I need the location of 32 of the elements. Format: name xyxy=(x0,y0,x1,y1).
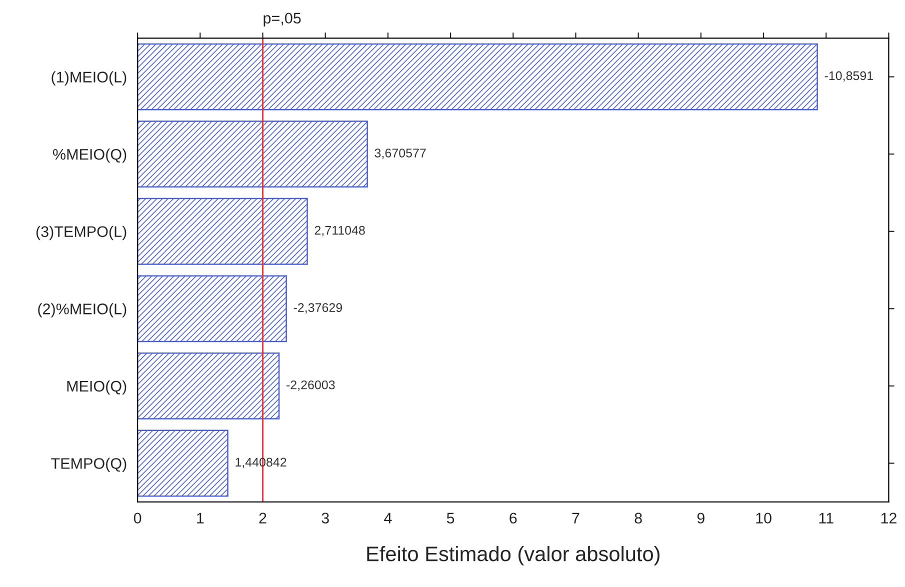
x-tick-label: 7 xyxy=(572,512,580,524)
data-label: -2,37629 xyxy=(294,303,342,314)
bar xyxy=(138,120,368,188)
bar xyxy=(138,352,280,420)
bar xyxy=(138,43,818,110)
ref-line-label: p=,05 xyxy=(264,12,301,27)
y-tick-label: (2)%MEIO(L) xyxy=(38,303,126,318)
bar xyxy=(138,198,308,265)
data-label: 2,711048 xyxy=(314,226,365,236)
x-tick-label: 1 xyxy=(197,512,204,524)
x-tick-label: 4 xyxy=(384,512,392,524)
data-label: 3,670577 xyxy=(374,148,426,159)
x-tick-label: 11 xyxy=(819,512,834,524)
x-tick-label: 10 xyxy=(756,512,772,524)
x-tick-label: 2 xyxy=(259,512,266,524)
x-tick-label: 3 xyxy=(322,512,329,524)
x-tick-label: 5 xyxy=(446,512,454,524)
y-tick-label: %MEIO(Q) xyxy=(53,148,126,163)
x-tick-label: 12 xyxy=(881,512,896,524)
data-label: -10,8591 xyxy=(824,71,873,82)
bar xyxy=(138,430,228,497)
y-tick-label: (1)MEIO(L) xyxy=(52,71,126,86)
y-tick-label: (3)TEMPO(L) xyxy=(36,226,126,240)
x-axis-title: Efeito Estimado (valor absoluto) xyxy=(367,546,660,566)
data-label: -2,26003 xyxy=(286,380,335,391)
y-tick-label: TEMPO(Q) xyxy=(51,458,126,472)
x-tick-label: 9 xyxy=(697,512,704,524)
x-tick-label: 8 xyxy=(634,512,642,524)
x-tick-label: 0 xyxy=(134,512,142,524)
y-tick-label: MEIO(Q) xyxy=(67,380,126,395)
bar xyxy=(138,275,287,342)
x-tick-label: 6 xyxy=(510,512,517,524)
